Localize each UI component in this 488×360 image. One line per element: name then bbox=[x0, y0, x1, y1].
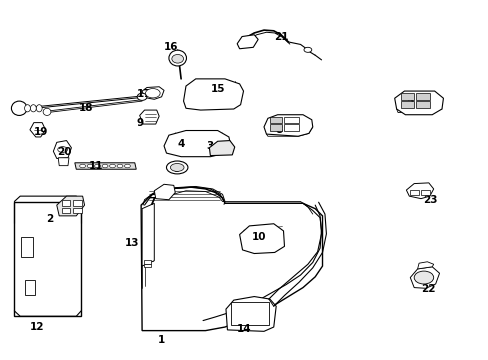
Ellipse shape bbox=[124, 164, 130, 168]
Polygon shape bbox=[394, 91, 443, 115]
Polygon shape bbox=[141, 187, 322, 330]
Polygon shape bbox=[57, 196, 84, 216]
Polygon shape bbox=[142, 203, 154, 266]
Bar bbox=[400, 101, 413, 108]
Text: 22: 22 bbox=[421, 284, 435, 294]
Polygon shape bbox=[58, 158, 69, 166]
Bar bbox=[420, 190, 429, 195]
Bar bbox=[284, 124, 299, 131]
Text: 14: 14 bbox=[237, 324, 251, 334]
Ellipse shape bbox=[102, 164, 108, 168]
Text: 1: 1 bbox=[158, 334, 165, 345]
Bar bbox=[61, 201, 70, 206]
Bar bbox=[73, 201, 81, 206]
Bar bbox=[269, 117, 282, 123]
Text: 12: 12 bbox=[30, 322, 44, 332]
Text: 21: 21 bbox=[273, 32, 288, 41]
Polygon shape bbox=[30, 123, 45, 137]
Polygon shape bbox=[163, 131, 230, 157]
Text: 11: 11 bbox=[88, 161, 103, 171]
Polygon shape bbox=[406, 183, 433, 199]
Ellipse shape bbox=[43, 108, 51, 116]
Ellipse shape bbox=[36, 105, 42, 112]
Ellipse shape bbox=[171, 54, 183, 63]
Text: 6: 6 bbox=[172, 164, 180, 174]
Text: 9: 9 bbox=[136, 118, 143, 128]
Text: 3: 3 bbox=[206, 141, 214, 151]
Text: 4: 4 bbox=[177, 139, 184, 149]
Bar bbox=[409, 190, 418, 195]
Polygon shape bbox=[409, 267, 439, 288]
Polygon shape bbox=[237, 35, 258, 49]
Text: 7: 7 bbox=[148, 197, 155, 207]
Ellipse shape bbox=[87, 164, 93, 168]
Text: 17: 17 bbox=[137, 89, 152, 99]
Bar bbox=[284, 117, 299, 123]
Bar bbox=[25, 280, 35, 295]
Ellipse shape bbox=[304, 47, 311, 52]
Polygon shape bbox=[239, 224, 284, 253]
Ellipse shape bbox=[166, 161, 187, 174]
Ellipse shape bbox=[145, 89, 160, 98]
Ellipse shape bbox=[30, 105, 36, 112]
Bar bbox=[269, 124, 282, 131]
Ellipse shape bbox=[11, 101, 27, 116]
Bar bbox=[415, 93, 429, 100]
Text: 15: 15 bbox=[210, 84, 224, 94]
Polygon shape bbox=[143, 264, 151, 267]
Polygon shape bbox=[209, 140, 234, 156]
Text: 13: 13 bbox=[125, 238, 139, 248]
Text: 20: 20 bbox=[57, 147, 71, 157]
Polygon shape bbox=[154, 184, 175, 200]
Polygon shape bbox=[225, 297, 276, 331]
Polygon shape bbox=[142, 87, 163, 99]
Bar bbox=[415, 101, 429, 108]
Text: 18: 18 bbox=[79, 103, 93, 113]
Ellipse shape bbox=[80, 164, 85, 168]
Text: 23: 23 bbox=[423, 195, 437, 205]
Polygon shape bbox=[140, 110, 159, 124]
Polygon shape bbox=[143, 260, 151, 264]
Polygon shape bbox=[53, 140, 71, 158]
Polygon shape bbox=[264, 115, 312, 136]
Polygon shape bbox=[417, 262, 433, 269]
Polygon shape bbox=[14, 202, 81, 316]
Bar bbox=[21, 237, 33, 257]
Bar bbox=[73, 208, 81, 213]
Text: 5: 5 bbox=[406, 96, 413, 106]
Bar bbox=[61, 208, 70, 213]
Text: 16: 16 bbox=[164, 42, 178, 52]
Ellipse shape bbox=[117, 164, 122, 168]
Ellipse shape bbox=[137, 93, 147, 100]
Ellipse shape bbox=[58, 147, 67, 152]
Text: 2: 2 bbox=[46, 215, 53, 224]
Text: 8: 8 bbox=[274, 125, 282, 135]
Polygon shape bbox=[183, 79, 243, 110]
Text: 10: 10 bbox=[251, 232, 266, 242]
Ellipse shape bbox=[109, 164, 115, 168]
Ellipse shape bbox=[24, 105, 30, 112]
Ellipse shape bbox=[168, 50, 186, 66]
Polygon shape bbox=[75, 163, 136, 169]
Bar bbox=[400, 93, 413, 100]
Ellipse shape bbox=[413, 271, 433, 284]
Ellipse shape bbox=[95, 164, 101, 168]
Text: 19: 19 bbox=[33, 127, 48, 136]
Ellipse shape bbox=[170, 163, 183, 171]
Bar bbox=[230, 302, 268, 325]
